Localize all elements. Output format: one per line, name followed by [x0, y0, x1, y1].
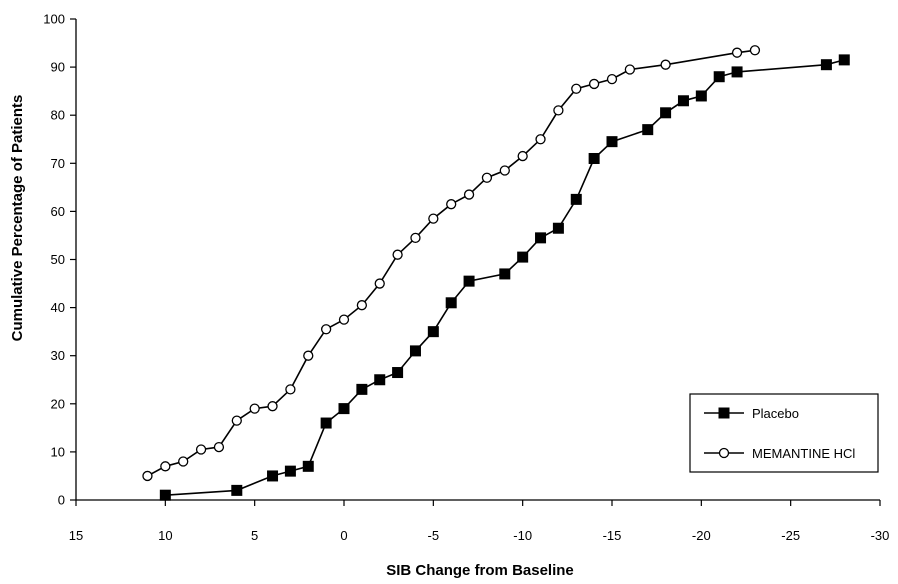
- data-point: [606, 73, 618, 85]
- x-tick-label: 0: [340, 528, 347, 543]
- data-point: [392, 249, 403, 260]
- data-point: [178, 456, 189, 467]
- data-point: [571, 83, 582, 94]
- data-point: [838, 54, 850, 66]
- x-tick-label: -30: [871, 528, 890, 543]
- legend-label: MEMANTINE HCl: [752, 446, 855, 461]
- data-point: [588, 152, 600, 164]
- data-point: [267, 401, 278, 412]
- x-tick-label: -5: [428, 528, 440, 543]
- legend-label: Placebo: [752, 406, 799, 421]
- data-point: [159, 489, 171, 501]
- data-point: [660, 59, 671, 70]
- data-point: [160, 461, 171, 472]
- data-point: [249, 403, 260, 414]
- legend-marker: [718, 447, 730, 459]
- x-tick-label: 15: [69, 528, 83, 543]
- data-point: [195, 444, 207, 455]
- data-point: [338, 403, 350, 415]
- x-tick-label: 5: [251, 528, 258, 543]
- y-tick-label: 10: [51, 444, 65, 459]
- y-axis-title: Cumulative Percentage of Patients: [9, 95, 26, 342]
- legend: Placebo MEMANTINE HCl: [689, 393, 879, 473]
- data-point: [463, 275, 475, 287]
- data-point: [267, 470, 279, 482]
- x-tick-label: -20: [692, 528, 711, 543]
- data-point: [356, 300, 368, 311]
- data-point: [142, 470, 153, 482]
- data-point: [409, 345, 421, 357]
- y-tick-label: 30: [51, 348, 65, 363]
- data-point: [517, 251, 529, 263]
- legend-box: [689, 393, 879, 473]
- y-tick-label: 60: [51, 204, 65, 219]
- data-point: [624, 64, 636, 75]
- y-tick-label: 80: [51, 108, 65, 123]
- data-point: [499, 268, 511, 280]
- data-point: [284, 465, 296, 477]
- series-1: [159, 54, 850, 501]
- data-point: [695, 90, 707, 102]
- data-point: [517, 150, 528, 162]
- data-point: [570, 193, 582, 205]
- x-tick-label: -10: [513, 528, 532, 543]
- y-tick-label: 90: [51, 60, 65, 75]
- data-point: [642, 124, 654, 136]
- data-point: [535, 232, 547, 244]
- data-point: [553, 105, 564, 116]
- data-point: [428, 213, 439, 224]
- y-tick-label: 0: [58, 493, 65, 508]
- data-point: [374, 278, 385, 289]
- data-point: [713, 71, 725, 83]
- data-point: [463, 189, 475, 200]
- data-point: [231, 415, 242, 426]
- data-point: [552, 222, 564, 234]
- x-tick-label: 10: [158, 528, 172, 543]
- y-tick-label: 50: [51, 252, 65, 267]
- data-point: [499, 165, 510, 176]
- x-tick-label: -25: [781, 528, 800, 543]
- data-point: [749, 45, 761, 56]
- data-point: [535, 134, 546, 145]
- data-point: [427, 326, 439, 338]
- data-point: [660, 107, 672, 119]
- y-tick-label: 20: [51, 396, 65, 411]
- data-point: [588, 78, 600, 90]
- data-point: [320, 324, 332, 335]
- data-point: [820, 59, 832, 71]
- data-point: [677, 95, 689, 107]
- data-point: [231, 484, 243, 496]
- data-point: [410, 232, 421, 244]
- data-point: [481, 172, 493, 183]
- x-tick-label: -15: [603, 528, 622, 543]
- data-point: [731, 47, 743, 58]
- data-point: [303, 350, 314, 361]
- data-point: [320, 417, 332, 429]
- data-point: [731, 66, 743, 78]
- y-tick-label: 100: [43, 12, 65, 27]
- data-point: [446, 199, 457, 210]
- data-point: [285, 384, 296, 395]
- legend-marker: [718, 407, 730, 419]
- series-layer: [142, 45, 850, 501]
- data-point: [374, 374, 386, 386]
- y-tick-label: 70: [51, 156, 65, 171]
- data-point: [213, 441, 225, 453]
- data-point: [302, 460, 314, 472]
- data-point: [356, 383, 368, 395]
- y-tick-label: 40: [51, 300, 65, 315]
- x-axis-title: SIB Change from Baseline: [386, 562, 574, 579]
- series-2: [142, 45, 761, 482]
- data-point: [606, 136, 618, 148]
- data-point: [338, 314, 350, 325]
- data-point: [392, 367, 404, 379]
- data-point: [445, 297, 457, 309]
